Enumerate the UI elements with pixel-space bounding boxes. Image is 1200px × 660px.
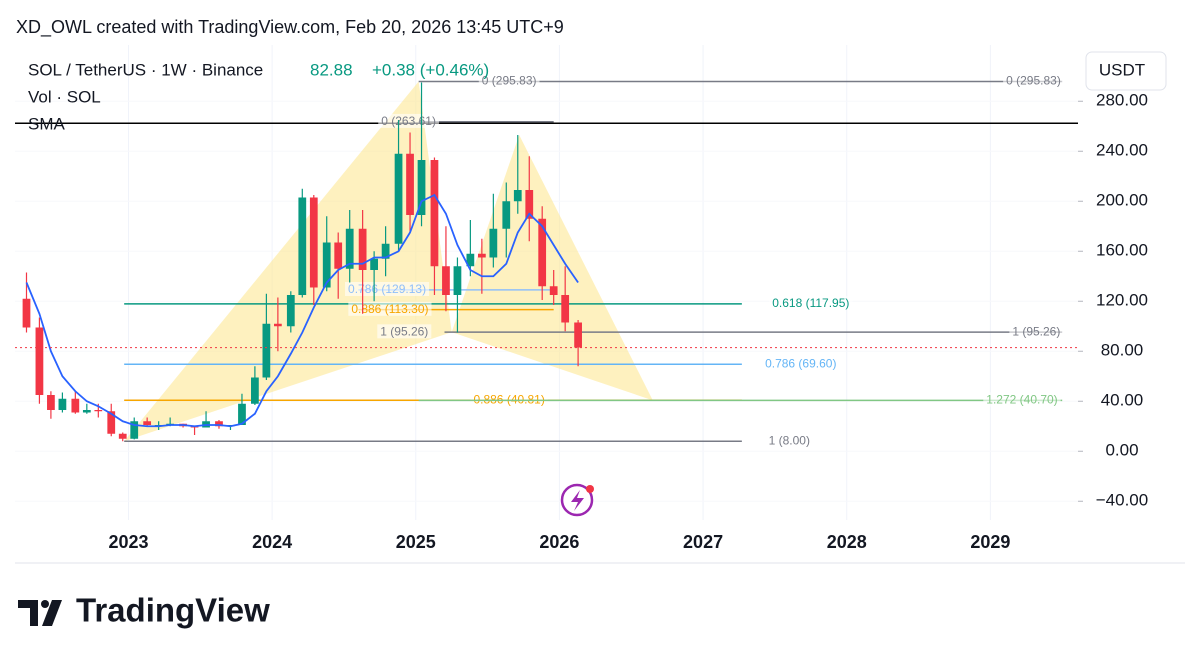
fib-label: 1 (8.00) — [769, 433, 810, 447]
fib-label: 1.272 (40.70) — [986, 393, 1057, 407]
fib-label-bg — [478, 73, 540, 88]
y-tick-label: 280.00 — [1096, 91, 1148, 110]
x-tick-label: 2028 — [827, 532, 867, 552]
candle-body — [298, 197, 307, 295]
candle-body — [309, 197, 318, 288]
logo — [18, 600, 62, 626]
harmonic-pattern — [451, 135, 653, 401]
candle-body — [549, 286, 558, 295]
y-tick-label: 120.00 — [1096, 291, 1148, 310]
x-tick-label: 2026 — [539, 532, 579, 552]
x-tick-label: 2024 — [252, 532, 292, 552]
brand: TradingView — [76, 592, 270, 629]
candle-body — [322, 242, 331, 288]
x-tick-label: 2027 — [683, 532, 723, 552]
fib-label: 0 (263.61) — [381, 114, 436, 128]
candle-body — [130, 421, 139, 439]
candle-body — [107, 411, 116, 434]
price-change: +0.38 (+0.46%) — [372, 60, 489, 79]
symbol-title: SOL / TetherUS · 1W · Binance — [28, 60, 263, 79]
y-tick-label: 40.00 — [1101, 391, 1144, 410]
candle-body — [442, 266, 450, 295]
fib-label-bg — [983, 392, 1061, 407]
fib-label-bg — [470, 392, 548, 407]
fib-label-bg — [378, 113, 439, 128]
candle-body — [82, 410, 91, 413]
fib-label: 0.886 (113.30) — [351, 302, 428, 316]
candle-body — [417, 160, 426, 215]
y-tick-label: 200.00 — [1096, 191, 1148, 210]
candle-body — [370, 258, 379, 270]
fib-label-bg — [377, 324, 432, 339]
plot-area: 2023 2024 2025 2026 2027 2028 2029 0 (295.83) 0 … — [15, 45, 1083, 552]
fib-label-bg — [348, 301, 432, 316]
candle-body — [118, 433, 127, 439]
candle-body — [262, 323, 271, 378]
candle-body — [94, 410, 103, 412]
candle-body — [35, 327, 44, 395]
fib-label-bg — [762, 356, 840, 371]
y-tick-label: −40.00 — [1096, 491, 1148, 510]
fib-label-bg — [345, 282, 430, 297]
y-tick-label: 0.00 — [1105, 441, 1138, 460]
last-price: 82.88 — [310, 60, 353, 79]
currency-box — [1085, 51, 1167, 91]
candle-body — [538, 218, 547, 287]
fib-label: 0 (295.83) — [1006, 74, 1061, 88]
fib-label: 0.786 (129.13) — [348, 282, 426, 296]
candle-body — [466, 253, 475, 267]
y-tick-label: 80.00 — [1101, 341, 1144, 360]
x-tick-label: 2025 — [396, 532, 436, 552]
candle-body — [22, 298, 31, 328]
x-tick-label: 2029 — [970, 532, 1010, 552]
currency: USDT — [1099, 60, 1145, 79]
sma-line — [25, 193, 579, 428]
candle-body — [453, 266, 462, 295]
y-tick-label: 160.00 — [1096, 241, 1148, 260]
alert-icon — [560, 483, 594, 517]
candle-body — [273, 323, 282, 327]
candle-body — [394, 153, 403, 244]
candle-body — [251, 377, 259, 404]
fib-label: 1 (95.26) — [1012, 324, 1060, 338]
candle-body — [47, 395, 55, 410]
candle-body — [358, 228, 367, 270]
candle-body — [345, 228, 354, 269]
candle-body — [430, 160, 439, 267]
fib-label-bg — [769, 295, 853, 310]
fib-label: 0 (295.83) — [482, 74, 537, 88]
fib-label: 0.786 (69.60) — [765, 356, 836, 370]
candle-body — [334, 242, 343, 269]
candle-body — [143, 421, 152, 425]
volume-label: Vol · SOL — [28, 87, 101, 106]
candle-body — [406, 153, 414, 215]
candle-body — [238, 403, 246, 425]
candle-body — [71, 398, 80, 413]
sma-legend: SMA — [28, 114, 66, 133]
candle-body — [477, 253, 486, 258]
fib-label: 0.618 (117.95) — [772, 296, 849, 310]
fib-label-bg — [765, 433, 813, 448]
candle-body — [286, 295, 295, 327]
candle-body — [561, 295, 570, 323]
candle-body — [215, 421, 223, 427]
fib-label: 0.886 (40.81) — [473, 392, 544, 406]
y-tick-label: 240.00 — [1096, 141, 1148, 160]
candle-body — [525, 190, 534, 219]
fib-label-bg — [1003, 73, 1064, 88]
candle-body — [58, 398, 67, 410]
fib-label: 1 (95.26) — [380, 324, 428, 338]
candle-body — [489, 228, 498, 258]
x-tick-label: 2023 — [108, 532, 148, 552]
candle-body — [513, 190, 522, 202]
candle-body — [381, 243, 390, 259]
harmonic-pattern — [124, 81, 452, 442]
candle-body — [502, 201, 511, 229]
fib-label-bg — [1009, 324, 1064, 339]
candle-body — [574, 322, 582, 348]
credit: XD_OWL created with TradingView.com, Feb… — [16, 17, 564, 38]
